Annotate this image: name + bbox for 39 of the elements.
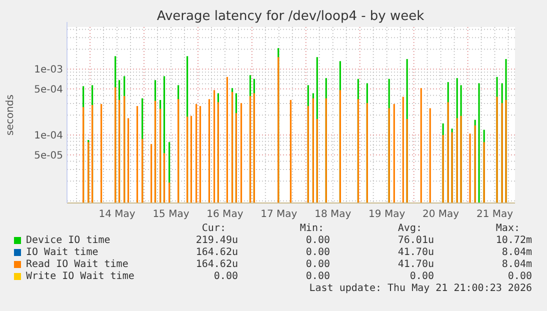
legend-label: IO Wait time	[26, 247, 98, 258]
text: 219.49u	[196, 235, 238, 246]
x-tick-label: 20 May	[422, 209, 460, 220]
text: 0.00	[214, 271, 238, 282]
legend-label: Read IO Wait time	[26, 259, 128, 270]
x-tick-label: 18 May	[314, 209, 352, 220]
text: Max:	[496, 223, 520, 234]
text: 8.04m	[502, 259, 532, 270]
x-tick-label: 17 May	[260, 209, 298, 220]
text: Cur:	[202, 223, 226, 234]
text: 164.62u	[196, 259, 238, 270]
y-axis-title: seconds	[5, 94, 16, 136]
chart-title: Average latency for /dev/loop4 - by week	[156, 9, 425, 24]
x-tick-label: 19 May	[368, 209, 406, 220]
text: Min:	[300, 223, 324, 234]
text: Avg:	[398, 223, 422, 234]
x-tick-label: 14 May	[98, 209, 136, 220]
text: 76.01u	[398, 235, 434, 246]
text: 8.04m	[502, 247, 532, 258]
text: 0.00	[410, 271, 434, 282]
text: 0.00	[508, 271, 532, 282]
legend-label: Device IO time	[26, 235, 110, 246]
text: 41.70u	[398, 247, 434, 258]
y-tick-label: 1e-04	[34, 130, 63, 142]
text: 10.72m	[496, 235, 532, 246]
text: Last update: Thu May 21 21:00:23 2026	[309, 283, 532, 294]
text: 0.00	[306, 271, 330, 282]
text: 0.00	[306, 235, 330, 246]
legend-label: Write IO Wait time	[26, 271, 134, 282]
text: 0.00	[306, 259, 330, 270]
y-tick-label: 1e-03	[34, 64, 63, 76]
x-tick-label: 21 May	[476, 209, 514, 220]
x-tick-label: 15 May	[152, 209, 190, 220]
text: 0.00	[306, 247, 330, 258]
y-tick-label: 5e-05	[34, 150, 63, 162]
text: 164.62u	[196, 247, 238, 258]
x-tick-label: 16 May	[206, 209, 244, 220]
text: 41.70u	[398, 259, 434, 270]
y-tick-label: 5e-04	[34, 84, 63, 96]
